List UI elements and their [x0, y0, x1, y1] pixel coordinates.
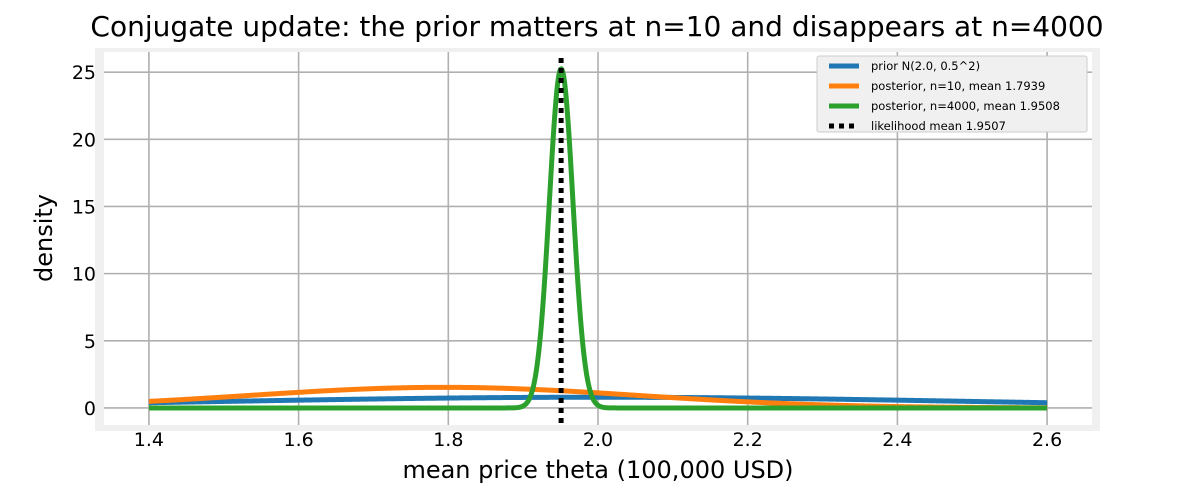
y-tick-label: 20: [72, 129, 96, 151]
legend-label-0: prior N(2.0, 0.5^2): [871, 59, 980, 73]
y-tick-label: 0: [84, 398, 96, 420]
x-tick-label: 1.6: [283, 429, 313, 451]
y-tick-label: 15: [72, 196, 96, 218]
chart-title: Conjugate update: the prior matters at n…: [90, 10, 1103, 43]
x-tick-label: 1.4: [134, 429, 164, 451]
series-line-2: [147, 66, 1049, 411]
x-tick-labels: 1.4 1.6 1.8 2.0 2.2 2.4 2.6: [134, 429, 1062, 451]
series-line-0: [147, 394, 1049, 406]
legend-label-2: posterior, n=4000, mean 1.9508: [871, 99, 1060, 113]
x-tick-label: 1.8: [433, 429, 463, 451]
x-tick-label: 2.0: [583, 429, 613, 451]
legend-box: [816, 55, 1088, 133]
x-tick-label: 2.4: [882, 429, 912, 451]
series-layer: [147, 58, 1049, 425]
x-tick-label: 2.6: [1032, 429, 1062, 451]
x-axis-label: mean price theta (100,000 USD): [402, 456, 793, 484]
legend: prior N(2.0, 0.5^2) posterior, n=10, mean…: [816, 55, 1088, 133]
y-tick-label: 10: [72, 264, 96, 286]
y-axis-label: density: [30, 194, 58, 282]
y-tick-label: 25: [72, 62, 96, 84]
x-tick-label: 2.2: [733, 429, 763, 451]
y-tick-label: 5: [84, 331, 96, 353]
legend-label-3: likelihood mean 1.9507: [871, 119, 1006, 133]
legend-label-1: posterior, n=10, mean 1.7939: [871, 79, 1045, 93]
y-tick-labels: 0 5 10 15 20 25: [72, 62, 96, 420]
